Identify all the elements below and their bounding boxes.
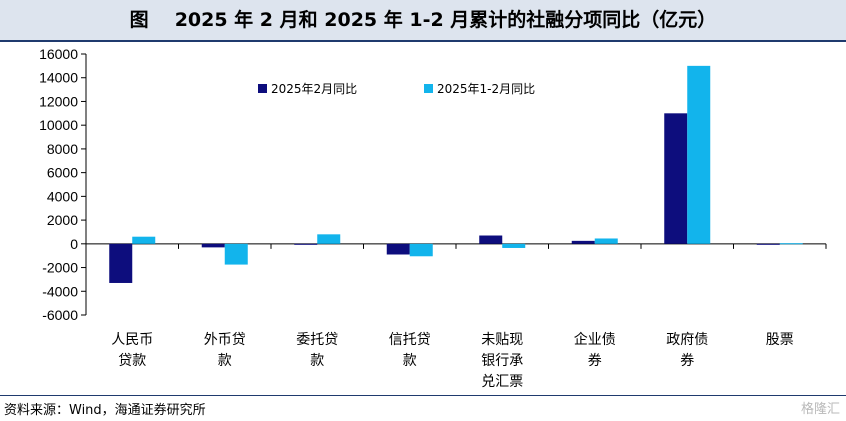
source-divider bbox=[0, 395, 846, 396]
bar-2 bbox=[409, 243, 433, 257]
legend-swatch bbox=[258, 84, 267, 93]
x-category-label: 券 bbox=[680, 353, 694, 369]
bar-1 bbox=[201, 243, 225, 248]
source-note: 资料来源：Wind，海通证券研究所 bbox=[4, 403, 206, 418]
x-category-label: 政府债 bbox=[666, 332, 708, 348]
bar-2 bbox=[502, 243, 526, 248]
y-tick-label: 10000 bbox=[39, 117, 78, 133]
bar-2 bbox=[687, 65, 711, 244]
y-tick-label: 16000 bbox=[39, 46, 78, 62]
x-category-label: 款 bbox=[403, 353, 417, 369]
bar-2 bbox=[317, 234, 341, 244]
bar-1 bbox=[109, 243, 133, 283]
y-tick-label: 2000 bbox=[47, 212, 78, 228]
watermark-logo: 格隆汇 bbox=[800, 402, 840, 417]
x-category-label: 款 bbox=[218, 353, 232, 369]
legend-swatch bbox=[424, 84, 433, 93]
chart-title: 图 2025 年 2 月和 2025 年 1-2 月累计的社融分项同比（亿元） bbox=[0, 0, 846, 40]
x-category-label: 银行承 bbox=[481, 353, 523, 369]
bar-1 bbox=[756, 243, 780, 245]
bar-1 bbox=[571, 240, 595, 244]
y-tick-label: 6000 bbox=[47, 165, 78, 181]
x-category-label: 委托贷 bbox=[296, 332, 338, 348]
legend-label: 2025年2月同比 bbox=[271, 82, 357, 96]
bar-1 bbox=[479, 235, 503, 244]
y-tick-label: 12000 bbox=[39, 93, 78, 109]
figure-label: 图 bbox=[129, 9, 149, 31]
title-bar bbox=[0, 0, 846, 42]
y-tick-label: 0 bbox=[70, 236, 78, 252]
x-category-label: 款 bbox=[310, 353, 324, 369]
legend-label: 2025年1-2月同比 bbox=[437, 82, 535, 96]
bar-1 bbox=[386, 243, 410, 255]
x-category-label: 企业债 bbox=[574, 331, 616, 348]
y-tick-label: -4000 bbox=[42, 283, 78, 299]
x-category-label: 股票 bbox=[766, 332, 794, 348]
bar-1 bbox=[664, 113, 688, 244]
x-category-label: 人民币 bbox=[111, 332, 153, 348]
x-category-label: 兑汇票 bbox=[481, 374, 523, 390]
x-category-label: 未贴现 bbox=[481, 332, 523, 348]
y-tick-label: -6000 bbox=[42, 307, 78, 323]
bar-2 bbox=[594, 238, 618, 244]
y-tick-label: -2000 bbox=[42, 260, 78, 276]
x-category-label: 外币贷 bbox=[204, 332, 246, 348]
bar-2 bbox=[132, 236, 156, 244]
y-tick-label: 4000 bbox=[47, 188, 78, 204]
x-category-label: 信托贷 bbox=[389, 332, 431, 348]
y-tick-label: 8000 bbox=[47, 141, 78, 157]
x-category-label: 贷款 bbox=[118, 353, 146, 369]
y-tick-label: 14000 bbox=[39, 70, 78, 86]
bar-chart: -6000 -4000 -2000 0 2000 4000 6000 8000 10000 120… bbox=[39, 46, 827, 390]
x-category-label: 券 bbox=[588, 353, 602, 369]
bar-1 bbox=[294, 243, 318, 245]
bar-2 bbox=[224, 243, 248, 265]
bar-2 bbox=[779, 243, 803, 245]
chart-title-text: 2025 年 2 月和 2025 年 1-2 月累计的社融分项同比（亿元） bbox=[174, 9, 717, 31]
